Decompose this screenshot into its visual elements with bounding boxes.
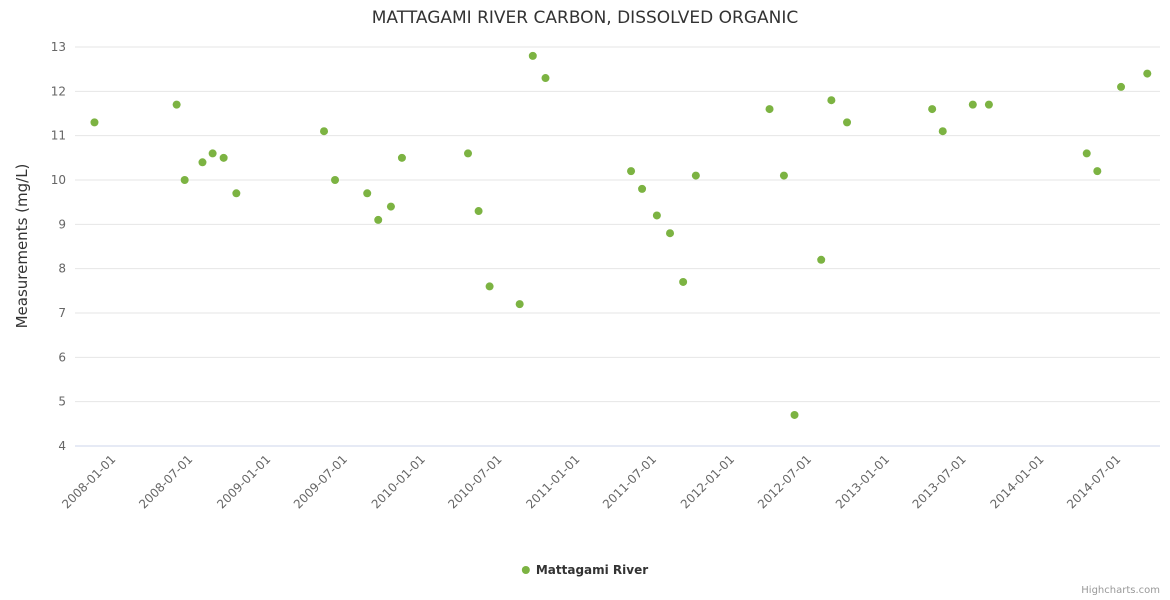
- data-point[interactable]: [90, 118, 99, 127]
- data-point[interactable]: [827, 96, 836, 105]
- data-point[interactable]: [320, 127, 329, 136]
- y-axis-tick-label: 5: [58, 395, 66, 409]
- legend-item-mattagami-river[interactable]: Mattagami River: [521, 563, 649, 577]
- data-point[interactable]: [474, 207, 483, 216]
- data-point[interactable]: [232, 189, 241, 198]
- y-axis-tick-label: 12: [51, 84, 66, 98]
- x-axis-tick-label: 2011-07-01: [600, 452, 659, 511]
- chart-title: MATTAGAMI RIVER CARBON, DISSOLVED ORGANI…: [371, 8, 799, 28]
- data-point[interactable]: [386, 202, 395, 211]
- x-axis-tick-label: 2008-01-01: [59, 452, 118, 511]
- y-axis-tick-label: 11: [51, 129, 66, 143]
- data-point[interactable]: [1082, 149, 1091, 158]
- data-point[interactable]: [464, 149, 473, 158]
- x-axis-tick-label: 2012-07-01: [755, 452, 814, 511]
- y-axis-tick-label: 9: [58, 217, 66, 231]
- data-point[interactable]: [790, 410, 799, 419]
- data-point[interactable]: [485, 282, 494, 291]
- y-axis-tick-label: 13: [51, 40, 66, 54]
- data-point[interactable]: [397, 153, 406, 162]
- data-point[interactable]: [198, 158, 207, 167]
- data-point[interactable]: [528, 51, 537, 60]
- data-point[interactable]: [515, 300, 524, 309]
- y-axis-tick-label: 10: [51, 173, 66, 187]
- x-axis-tick-label: 2010-07-01: [445, 452, 504, 511]
- x-axis-tick-label: 2012-01-01: [678, 452, 737, 511]
- x-axis-tick-label: 2014-01-01: [987, 452, 1046, 511]
- data-point[interactable]: [1143, 69, 1152, 78]
- legend-label: Mattagami River: [535, 563, 649, 577]
- data-point[interactable]: [984, 100, 993, 109]
- data-point[interactable]: [817, 255, 826, 264]
- data-point[interactable]: [541, 74, 550, 83]
- x-axis-tick-label: 2009-01-01: [214, 452, 273, 511]
- data-point[interactable]: [172, 100, 181, 109]
- data-point[interactable]: [938, 127, 947, 136]
- y-axis-tick-label: 8: [58, 262, 66, 276]
- data-point[interactable]: [765, 105, 774, 114]
- data-point[interactable]: [843, 118, 852, 127]
- data-point[interactable]: [374, 215, 383, 224]
- highcharts-credits-link[interactable]: Highcharts.com: [1081, 585, 1160, 596]
- data-point[interactable]: [1093, 167, 1102, 176]
- x-axis-tick-label: 2011-01-01: [523, 452, 582, 511]
- x-axis-tick-label: 2014-07-01: [1064, 452, 1123, 511]
- y-axis-tick-label: 7: [58, 306, 66, 320]
- x-axis-tick-label: 2008-07-01: [136, 452, 195, 511]
- data-point[interactable]: [1117, 82, 1126, 91]
- data-point[interactable]: [679, 277, 688, 286]
- data-point[interactable]: [691, 171, 700, 180]
- data-point[interactable]: [219, 153, 228, 162]
- data-point[interactable]: [779, 171, 788, 180]
- legend-marker-icon: [521, 566, 530, 574]
- data-point[interactable]: [331, 176, 340, 184]
- x-axis-tick-label: 2013-01-01: [833, 452, 892, 511]
- x-axis-tick-label: 2009-07-01: [291, 452, 350, 511]
- data-point[interactable]: [208, 149, 217, 158]
- data-point[interactable]: [652, 211, 661, 220]
- data-point[interactable]: [363, 189, 372, 198]
- data-point[interactable]: [968, 100, 977, 109]
- y-axis-tick-label: 6: [58, 350, 66, 364]
- y-axis-tick-label: 4: [58, 439, 66, 453]
- data-point[interactable]: [928, 105, 937, 114]
- x-axis-tick-label: 2013-07-01: [910, 452, 969, 511]
- data-point[interactable]: [666, 229, 675, 238]
- data-point[interactable]: [180, 176, 189, 184]
- x-axis-tick-label: 2010-01-01: [369, 452, 428, 511]
- data-point[interactable]: [627, 167, 636, 176]
- data-point[interactable]: [638, 184, 647, 193]
